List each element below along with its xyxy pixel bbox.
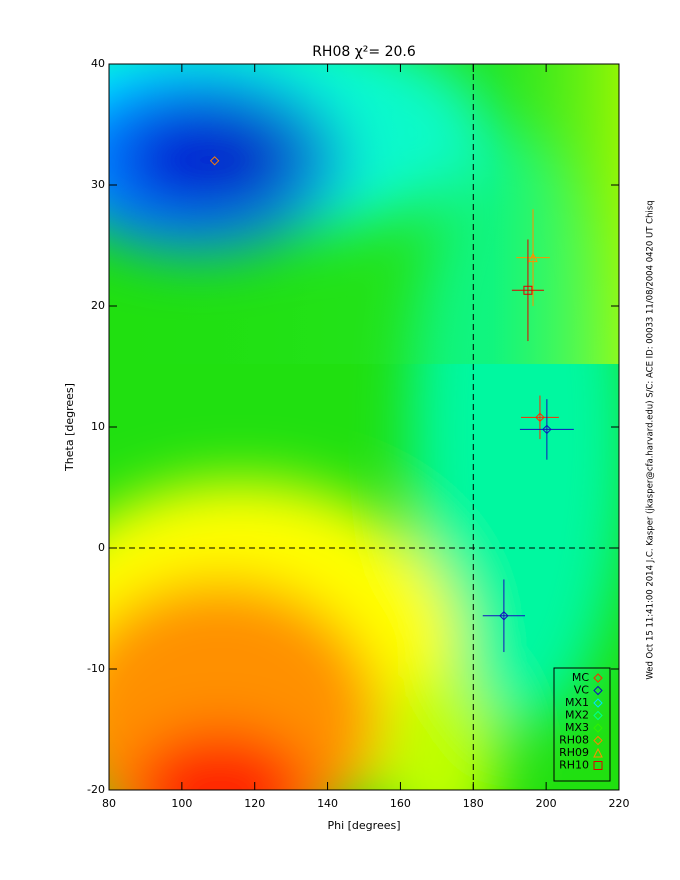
side-note: Wed Oct 15 11:41:00 2014 J.C. Kasper (jk…	[646, 200, 656, 679]
point	[499, 611, 509, 621]
legend-label: MX2	[565, 709, 589, 722]
legend-label: MX1	[565, 696, 589, 709]
x-tick-label: 220	[609, 797, 630, 810]
x-tick-label: 200	[536, 797, 557, 810]
y-axis-label: Theta [degrees]	[63, 383, 76, 472]
y-tick-label: -10	[87, 662, 105, 675]
legend-label: VC	[574, 684, 590, 697]
y-tick-label: 0	[98, 541, 105, 554]
x-tick-label: 180	[463, 797, 484, 810]
legend-label: RH08	[559, 734, 589, 747]
point	[535, 412, 545, 423]
legend-label: MX3	[565, 721, 589, 734]
x-tick-label: 140	[317, 797, 338, 810]
legend-marker	[593, 735, 603, 746]
point	[528, 252, 538, 263]
x-tick-label: 160	[390, 797, 411, 810]
legend-marker	[593, 673, 603, 683]
legend-label: RH09	[559, 746, 589, 759]
x-tick-label: 80	[102, 797, 116, 810]
legend-box	[553, 667, 611, 782]
contour-background	[109, 64, 619, 790]
x-tick-label: 120	[244, 797, 265, 810]
y-tick-label: 10	[91, 420, 105, 433]
legend-marker	[593, 710, 603, 721]
chart-title: RH08 χ²= 20.6	[312, 44, 416, 60]
y-tick-label: -20	[87, 783, 105, 796]
legend-marker	[593, 747, 603, 758]
legend-marker	[593, 761, 603, 770]
x-axis-label: Phi [degrees]	[327, 819, 400, 832]
legend-label: MC	[572, 671, 589, 684]
legend-marker	[593, 685, 603, 696]
y-tick-label: 20	[91, 299, 105, 312]
legend-label: RH10	[559, 759, 589, 772]
point	[542, 424, 552, 435]
legend-marker	[593, 723, 603, 733]
legend-marker	[593, 698, 603, 708]
point	[209, 156, 220, 166]
y-tick-label: 40	[91, 57, 105, 70]
x-tick-label: 100	[171, 797, 192, 810]
point	[523, 285, 533, 295]
y-tick-label: 30	[91, 178, 105, 191]
